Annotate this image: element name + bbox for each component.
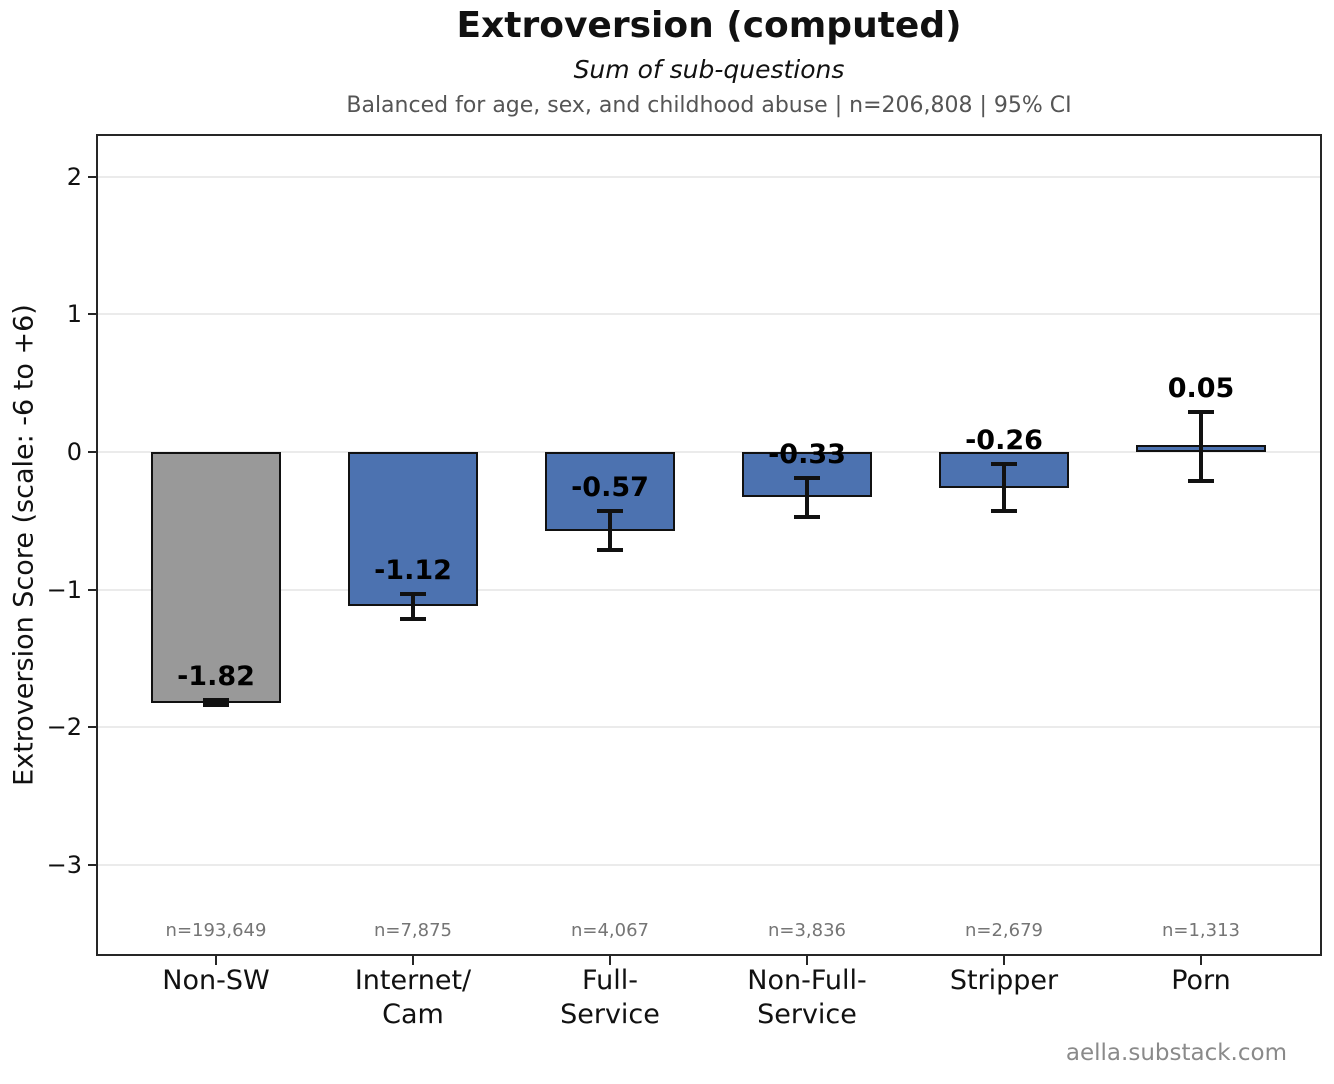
bar-value-label: -1.82 xyxy=(177,660,255,692)
bar-value-label: 0.05 xyxy=(1167,373,1235,405)
error-bar-cap-top xyxy=(203,697,229,702)
x-tick-label-internet-cam: Internet/ Cam xyxy=(354,965,472,1030)
error-bar-cap-top xyxy=(597,509,623,514)
bar-non-full-service xyxy=(742,452,872,498)
sample-size-label: n=2,679 xyxy=(964,920,1044,941)
bar-value-label: -0.57 xyxy=(571,472,649,504)
gridline xyxy=(96,864,1322,867)
sample-size-label: n=193,649 xyxy=(165,920,267,941)
y-tick-mark xyxy=(88,313,97,316)
gridline xyxy=(96,313,1322,316)
error-bar-cap-bottom xyxy=(597,547,623,552)
y-tick-label: 0 xyxy=(66,438,82,467)
y-tick-mark xyxy=(88,175,97,178)
error-bar-cap-bottom xyxy=(991,509,1017,514)
x-tick-mark xyxy=(215,956,217,965)
error-bar-cap-bottom xyxy=(1188,478,1214,483)
sample-size-label: n=4,067 xyxy=(570,920,650,941)
error-bar xyxy=(1199,412,1203,481)
bar-internet-cam xyxy=(348,452,478,607)
watermark: aella.substack.com xyxy=(1065,1040,1287,1066)
error-bar-cap-bottom xyxy=(400,616,426,621)
error-bar-cap-bottom xyxy=(794,514,820,519)
error-bar-cap-top xyxy=(400,591,426,596)
error-bar xyxy=(608,511,612,550)
chart-subtitle: Sum of sub-questions xyxy=(573,55,845,84)
x-tick-mark xyxy=(1200,956,1202,965)
error-bar xyxy=(411,593,415,619)
error-bar xyxy=(214,699,218,706)
bar-value-label: -0.33 xyxy=(768,439,846,471)
error-bar-cap-top xyxy=(794,476,820,481)
x-tick-label-full-service: Full- Service xyxy=(560,965,660,1030)
x-tick-label-porn: Porn xyxy=(1171,965,1231,996)
gridline xyxy=(96,451,1322,454)
gridline xyxy=(96,588,1322,591)
error-bar xyxy=(805,478,809,517)
error-bar-cap-bottom xyxy=(203,703,229,708)
y-tick-mark xyxy=(88,451,97,454)
chart-title: Extroversion (computed) xyxy=(456,5,962,46)
gridline xyxy=(96,726,1322,729)
sample-size-label: n=3,836 xyxy=(767,920,847,941)
x-tick-mark xyxy=(609,956,611,965)
y-tick-label: −3 xyxy=(46,851,82,880)
error-bar-cap-top xyxy=(991,462,1017,467)
y-tick-mark xyxy=(88,864,97,867)
y-tick-label: 1 xyxy=(66,300,82,329)
y-tick-label: −1 xyxy=(46,575,82,604)
y-tick-mark xyxy=(88,726,97,729)
chart-note: Balanced for age, sex, and childhood abu… xyxy=(346,93,1072,118)
y-tick-label: −2 xyxy=(46,713,82,742)
x-tick-label-non-full-service: Non-Full- Service xyxy=(747,965,867,1030)
sample-size-label: n=1,313 xyxy=(1161,920,1241,941)
y-tick-label: 2 xyxy=(66,162,82,191)
gridline xyxy=(96,175,1322,178)
bar-value-label: -0.26 xyxy=(965,425,1043,457)
y-tick-mark xyxy=(88,588,97,591)
x-tick-mark xyxy=(806,956,808,965)
x-tick-mark xyxy=(412,956,414,965)
x-tick-mark xyxy=(1003,956,1005,965)
error-bar-cap-top xyxy=(1188,410,1214,415)
sample-size-label: n=7,875 xyxy=(373,920,453,941)
bar-value-label: -1.12 xyxy=(374,554,452,586)
x-tick-label-non-sw: Non-SW xyxy=(162,965,270,996)
error-bar xyxy=(1002,464,1006,512)
x-tick-label-stripper: Stripper xyxy=(949,965,1059,996)
